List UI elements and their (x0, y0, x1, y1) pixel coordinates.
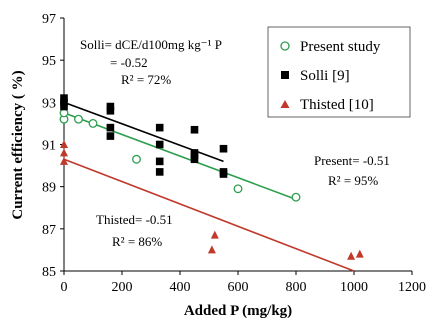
y-tick-label: 89 (42, 181, 56, 196)
present-study-trendline (63, 112, 297, 201)
solli-equation-annotation: Solli= dCE/d100mg kg⁻¹ P (80, 37, 222, 52)
legend-present-study-marker (280, 41, 290, 51)
solli-9-point (155, 123, 164, 132)
present-slope-annotation: Present= -0.51 (314, 153, 390, 168)
thisted-slope-annotation: Thisted= -0.51 (96, 212, 173, 227)
solli-9-point (190, 155, 199, 164)
present-study-point (88, 118, 98, 128)
x-tick-label: 1200 (398, 280, 426, 295)
x-tick-label: 0 (61, 280, 68, 295)
thisted-10-point (60, 148, 68, 157)
solli-9-point (219, 168, 228, 176)
legend-thisted-marker (280, 100, 290, 108)
solli-9-point (155, 168, 164, 176)
x-tick-label: 600 (228, 280, 249, 295)
x-axis-title: Added P (mg/kg) (184, 303, 292, 319)
present-r2-annotation: R² = 95% (328, 173, 378, 188)
x-tick-label: 1000 (340, 280, 368, 295)
thisted-10-point (207, 245, 216, 254)
solli-9-point (106, 123, 115, 132)
thisted-r2-annotation: R² = 86% (112, 234, 162, 249)
solli-9-point (190, 149, 199, 157)
thisted-10-point (347, 251, 356, 260)
y-tick-label: 91 (42, 139, 56, 154)
solli-9-point (60, 102, 68, 111)
solli-9-trendline (63, 101, 224, 163)
thisted-10-point (355, 249, 364, 258)
solli-9-point (155, 140, 164, 149)
legend-thisted-label: Thisted [10] (300, 97, 374, 113)
present-study-point (74, 114, 83, 124)
solli-slope-annotation: = -0.52 (110, 55, 148, 70)
solli-r2-annotation: R² = 72% (121, 72, 171, 87)
y-tick-label: 87 (42, 223, 56, 238)
present-study-point (233, 184, 243, 194)
legend-present-study-label: Present study (300, 39, 381, 55)
thisted-10-trendline (63, 158, 355, 272)
thisted-10-point (60, 140, 68, 148)
solli-9-point (155, 157, 164, 166)
solli-9-point (219, 144, 228, 153)
solli-9-point (190, 125, 199, 134)
legend-solli-label: Solli [9] (300, 68, 350, 84)
legend-solli-marker (281, 71, 289, 79)
thisted-10-point (60, 156, 68, 165)
y-tick-label: 85 (42, 265, 56, 280)
thisted-10-point (210, 230, 219, 239)
solli-9-point (60, 98, 68, 107)
present-study-point (132, 154, 141, 164)
y-tick-label: 97 (42, 12, 56, 27)
x-tick-label: 400 (170, 280, 191, 295)
y-tick-label: 93 (42, 96, 56, 111)
y-tick-label: 95 (42, 54, 56, 69)
solli-9-point (106, 106, 115, 115)
x-tick-label: 800 (286, 280, 307, 295)
x-tick-label: 200 (112, 280, 133, 295)
present-study-point (291, 192, 301, 202)
y-axis-title: Current efficiency ( %) (10, 70, 26, 219)
solli-9-point (106, 102, 115, 111)
solli-9-point (60, 94, 68, 102)
solli-9-point (106, 132, 115, 140)
legend: Present study Solli [9] Thisted [10] (267, 26, 411, 118)
